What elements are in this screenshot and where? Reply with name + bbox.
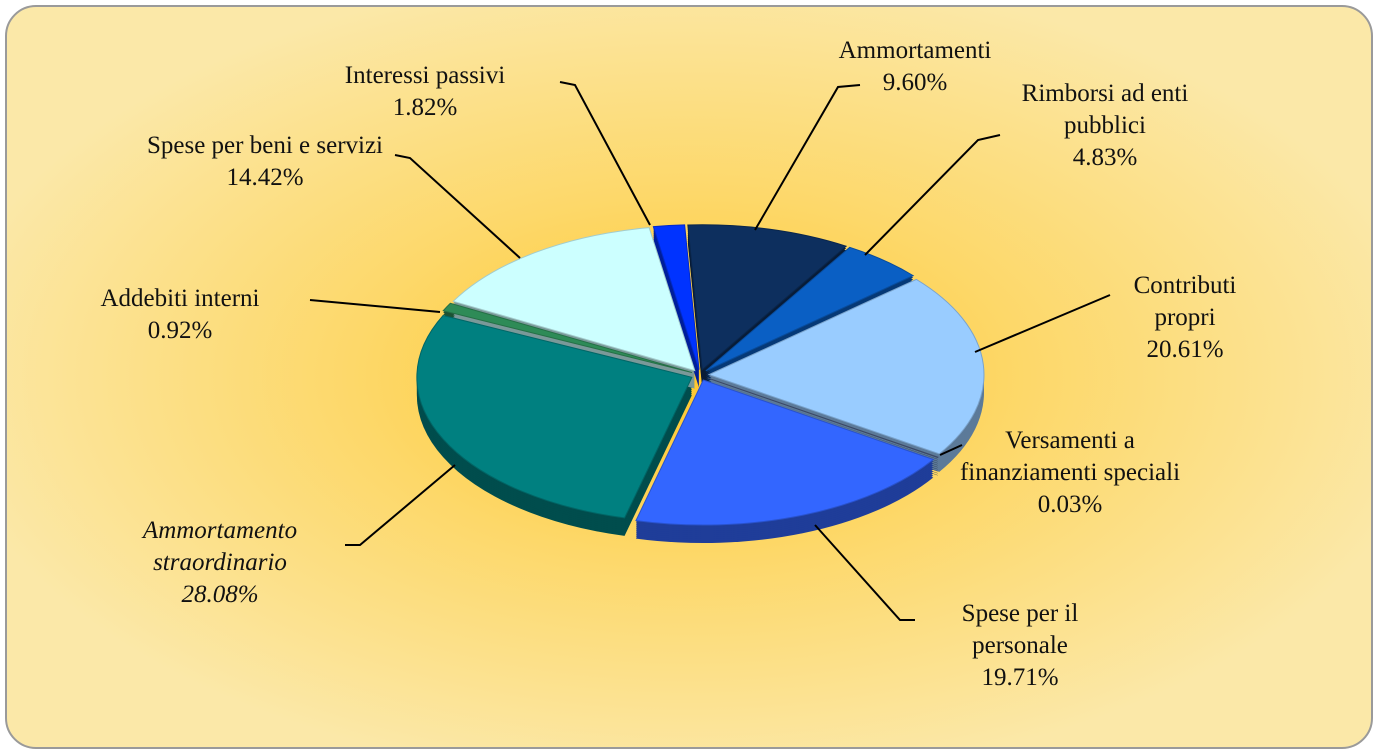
leader-line xyxy=(309,299,441,313)
slice-value: 20.61% xyxy=(1146,336,1224,363)
slice-label: Spese per beni e servizi 14.42% xyxy=(130,130,400,194)
leader-line xyxy=(754,84,861,231)
slice-name: Rimborsi ad enti pubblici xyxy=(1021,80,1189,139)
pie-slice xyxy=(707,278,985,455)
pie-slice xyxy=(707,377,939,458)
leader-line xyxy=(974,294,1111,353)
slice-name: Spese per beni e servizi xyxy=(146,132,384,159)
leader-line xyxy=(939,444,963,456)
pie-slice-side xyxy=(707,379,938,460)
leader-line xyxy=(345,464,456,546)
leader-line xyxy=(559,81,651,226)
slice-label: Ammortamento straordinario 28.08% xyxy=(100,515,340,611)
slice-label: Addebiti interni 0.92% xyxy=(50,283,310,347)
slice-label: Contributi propri 20.61% xyxy=(1100,270,1270,366)
leader-line xyxy=(864,134,1001,256)
pie-slice xyxy=(687,224,848,371)
pie-slice xyxy=(442,302,693,374)
slice-name: Interessi passivi xyxy=(344,62,506,89)
slice-name: Spese per il personale xyxy=(961,600,1079,659)
leader-line xyxy=(814,524,915,621)
pie-slice xyxy=(635,379,935,526)
pie-slice xyxy=(652,224,700,370)
slice-value: 4.83% xyxy=(1072,144,1138,171)
slice-value: 0.92% xyxy=(147,317,213,344)
slice-value: 19.71% xyxy=(981,664,1059,691)
slice-label: Versamenti a finanziamenti speciali 0.03% xyxy=(950,425,1190,521)
slice-name: Contributi propri xyxy=(1133,272,1237,331)
slice-name: Versamenti a finanziamenti speciali xyxy=(959,427,1181,486)
slice-value: 9.60% xyxy=(882,69,948,96)
pie-tops xyxy=(416,224,985,526)
slice-value: 14.42% xyxy=(226,164,304,191)
slice-label: Ammortamenti 9.60% xyxy=(795,35,1035,99)
slice-label: Spese per il personale 19.71% xyxy=(920,598,1120,694)
slice-name: Ammortamenti xyxy=(838,37,992,64)
pie-slice xyxy=(452,227,696,372)
slice-name: Ammortamento straordinario xyxy=(142,517,298,576)
slice-value: 1.82% xyxy=(392,94,458,121)
slice-name: Addebiti interni xyxy=(100,285,260,312)
pie-slice xyxy=(705,246,915,372)
leader-lines xyxy=(309,81,1111,621)
slice-label: Interessi passivi 1.82% xyxy=(285,60,565,124)
pie-slice xyxy=(416,314,693,519)
slice-value: 0.03% xyxy=(1037,491,1103,518)
slice-label: Rimborsi ad enti pubblici 4.83% xyxy=(1005,78,1205,174)
slice-value: 28.08% xyxy=(181,581,259,608)
leader-line xyxy=(394,154,521,259)
